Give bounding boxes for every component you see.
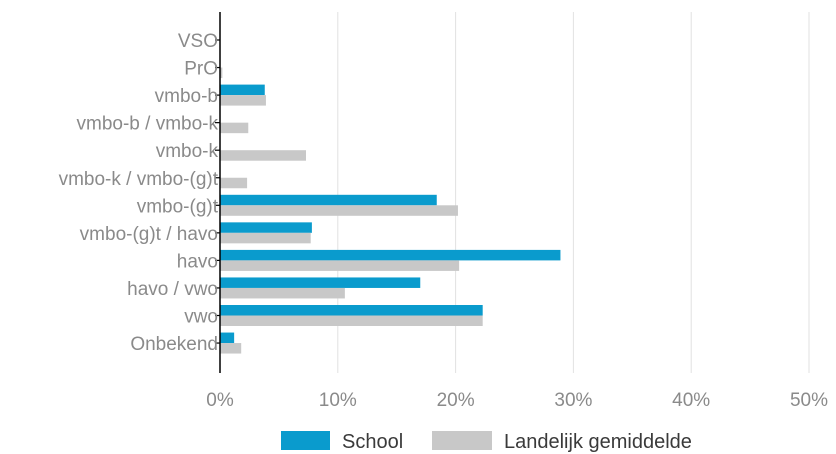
category-label: VSO	[178, 31, 218, 52]
bar-landelijk-3	[220, 122, 249, 134]
bar-landelijk-9	[220, 287, 345, 299]
category-label: havo	[177, 251, 218, 272]
category-label: vmbo-b / vmbo-k	[77, 114, 219, 135]
category-label: vmbo-b	[155, 86, 218, 107]
x-tick-label: 30%	[554, 390, 592, 411]
bar-landelijk-11	[220, 343, 242, 354]
x-tick-label: 40%	[672, 390, 710, 411]
legend-school: School	[281, 431, 403, 453]
legend-school-label: School	[342, 431, 403, 453]
x-tick-label: 0%	[206, 390, 234, 411]
legend-landelijk-label: Landelijk gemiddelde	[504, 431, 692, 453]
bar-school-9	[220, 277, 421, 288]
bar-landelijk-7	[220, 232, 311, 244]
legend-landelijk: Landelijk gemiddelde	[432, 431, 692, 453]
category-label: vmbo-(g)t	[137, 196, 219, 217]
bar-landelijk-2	[220, 95, 266, 106]
x-tick-label: 10%	[319, 390, 357, 411]
x-tick-label: 50%	[790, 390, 828, 411]
legend: School Landelijk gemiddelde	[281, 431, 692, 453]
category-label: havo / vwo	[127, 279, 218, 300]
bar-landelijk-8	[220, 260, 460, 271]
bar-school-10	[220, 305, 483, 316]
bar-school-8	[220, 249, 561, 261]
labels-layer: VSO PrO vmbo-b vmbo-b / vmbo-k vmbo-k vmbo-k …	[59, 31, 829, 411]
legend-landelijk-swatch	[432, 431, 492, 450]
category-label: vmbo-k / vmbo-(g)t	[59, 169, 219, 190]
bar-landelijk-10	[220, 315, 483, 326]
bar-landelijk-1	[220, 67, 223, 79]
bar-landelijk-5	[220, 177, 248, 189]
bar-landelijk-6	[220, 205, 458, 216]
axis-layer	[215, 12, 221, 373]
category-label: vmbo-k	[156, 141, 219, 162]
category-label: vmbo-(g)t / havo	[80, 224, 218, 245]
category-label: vwo	[184, 307, 218, 328]
bar-school-2	[220, 84, 265, 96]
category-label: Onbekend	[130, 334, 218, 355]
bar-school-7	[220, 222, 312, 233]
bar-school-11	[220, 332, 235, 344]
category-label: PrO	[184, 59, 218, 80]
bar-landelijk-4	[220, 150, 306, 161]
bars-layer	[220, 67, 561, 354]
bar-school-6	[220, 194, 437, 206]
x-tick-label: 20%	[437, 390, 475, 411]
legend-school-swatch	[281, 431, 330, 450]
